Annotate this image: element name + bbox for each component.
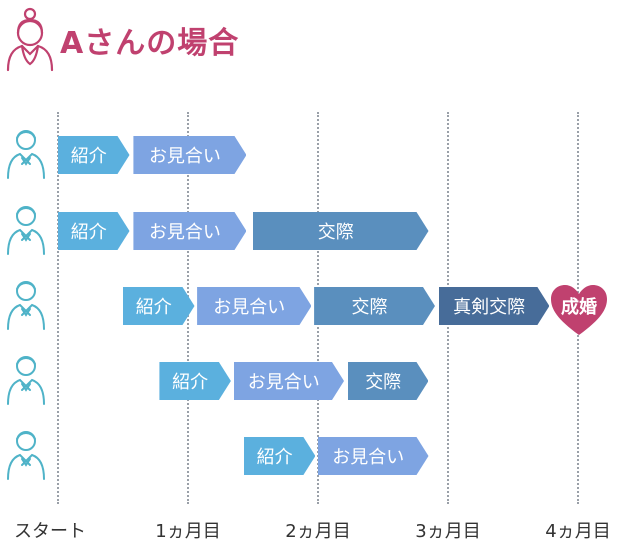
woman-avatar-icon	[6, 7, 54, 72]
heart-icon	[551, 285, 607, 335]
man-icon	[7, 206, 45, 255]
stage-label: 紹介	[70, 222, 107, 243]
stage-label: 真剣交際	[453, 297, 526, 318]
stage-label: 紹介	[135, 297, 172, 318]
stage-kosai: 交際	[253, 212, 429, 250]
man-icon	[7, 431, 45, 480]
x-tick-label: スタート	[14, 521, 86, 542]
x-tick-label: 4ヵ月目	[545, 521, 611, 542]
stage-label: 紹介	[70, 146, 107, 167]
stage-intro: 紹介	[244, 437, 316, 475]
stage-shinken: 真剣交際	[439, 287, 550, 325]
x-tick-label: 1ヵ月目	[155, 521, 221, 542]
stage-label: お見合い	[332, 447, 405, 468]
stage-intro: 紹介	[123, 287, 195, 325]
stage-kosai: 交際	[348, 362, 429, 400]
x-tick-label: 2ヵ月目	[285, 521, 351, 542]
stage-omiai: お見合い	[318, 437, 429, 475]
stage-intro: 紹介	[58, 136, 130, 174]
stage-label: 交際	[317, 222, 354, 243]
man-icon	[7, 130, 45, 179]
stage-label: お見合い	[148, 222, 221, 243]
stage-label: お見合い	[213, 297, 286, 318]
stage-intro: 紹介	[58, 212, 130, 250]
stage-label: 紹介	[172, 372, 209, 393]
stage-label: 交際	[365, 372, 402, 393]
stage-intro: 紹介	[159, 362, 231, 400]
man-icon	[7, 356, 45, 405]
stage-label: お見合い	[148, 146, 221, 167]
man-icon	[7, 281, 45, 330]
stage-omiai: お見合い	[133, 212, 246, 250]
x-tick-label: 3ヵ月目	[415, 521, 481, 542]
stage-kosai: 交際	[314, 287, 435, 325]
gridline-0	[57, 112, 59, 504]
page-title: Aさんの場合	[60, 26, 240, 61]
stage-omiai: お見合い	[197, 287, 311, 325]
stage-label: お見合い	[247, 372, 320, 393]
stage-omiai: お見合い	[234, 362, 345, 400]
stage-label: 紹介	[256, 447, 293, 468]
stage-omiai: お見合い	[133, 136, 246, 174]
seikon-label: 成婚	[561, 297, 597, 318]
stage-label: 交際	[351, 297, 388, 318]
